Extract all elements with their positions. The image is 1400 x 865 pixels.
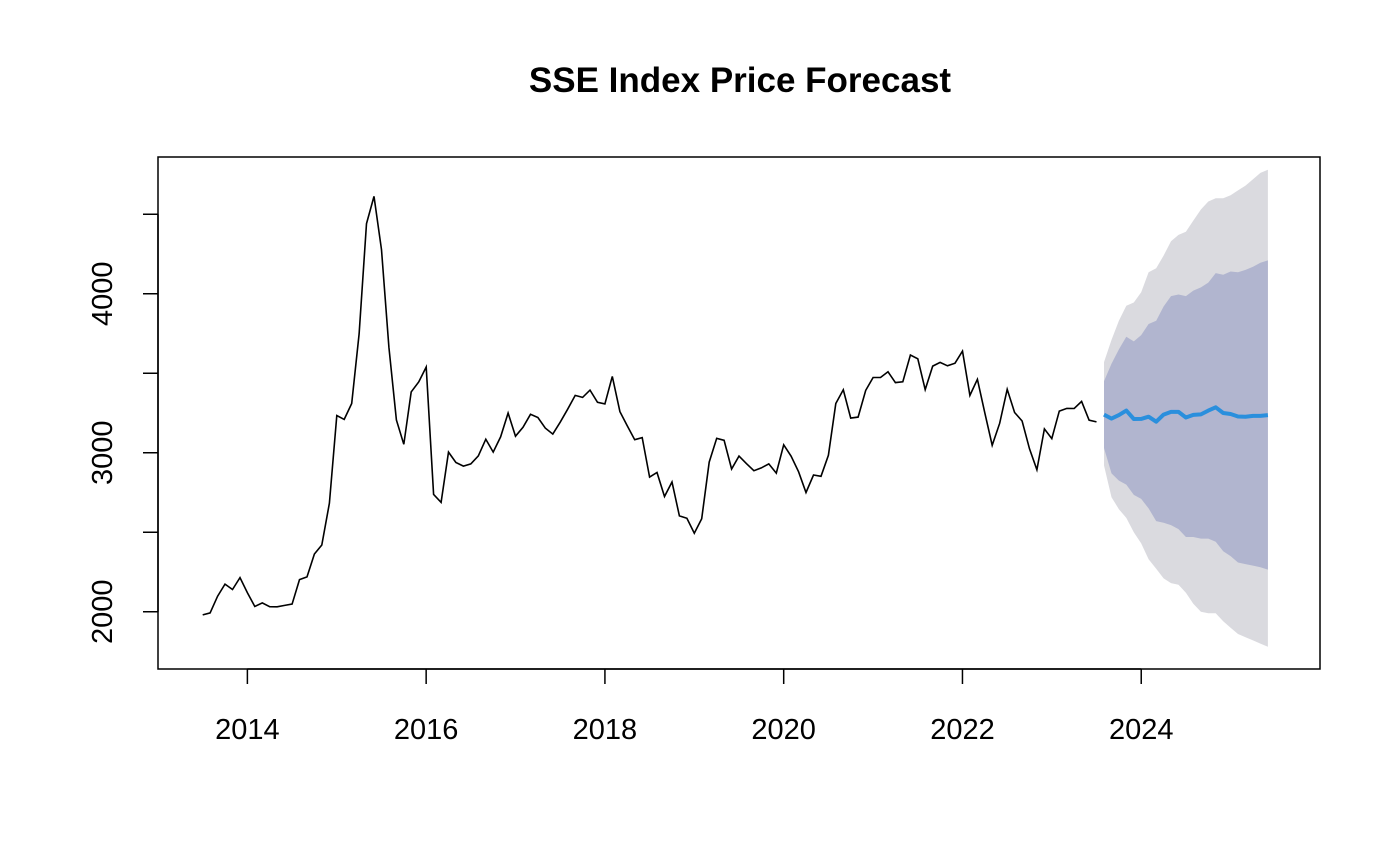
band-80 (1104, 260, 1268, 570)
forecast-line (1103, 405, 1269, 424)
y-tick-label: 3000 (87, 421, 119, 486)
chart-title: SSE Index Price Forecast (529, 61, 951, 100)
x-tick-label: 2024 (1109, 714, 1174, 746)
y-tick-label: 4000 (87, 261, 119, 326)
history-line (202, 196, 1097, 616)
x-tick-label: 2018 (573, 714, 638, 746)
x-tick-label: 2020 (751, 714, 816, 746)
series-lines (202, 196, 1269, 616)
x-tick-label: 2016 (394, 714, 459, 746)
x-axis: 2014 2016 2018 2020 2022 2024 (215, 668, 1174, 746)
confidence-bands (1104, 169, 1268, 647)
y-axis: 2000 3000 4000 (87, 213, 159, 645)
x-tick-label: 2014 (215, 714, 280, 746)
x-tick-label: 2022 (930, 714, 995, 746)
y-tick-label: 2000 (87, 580, 119, 645)
